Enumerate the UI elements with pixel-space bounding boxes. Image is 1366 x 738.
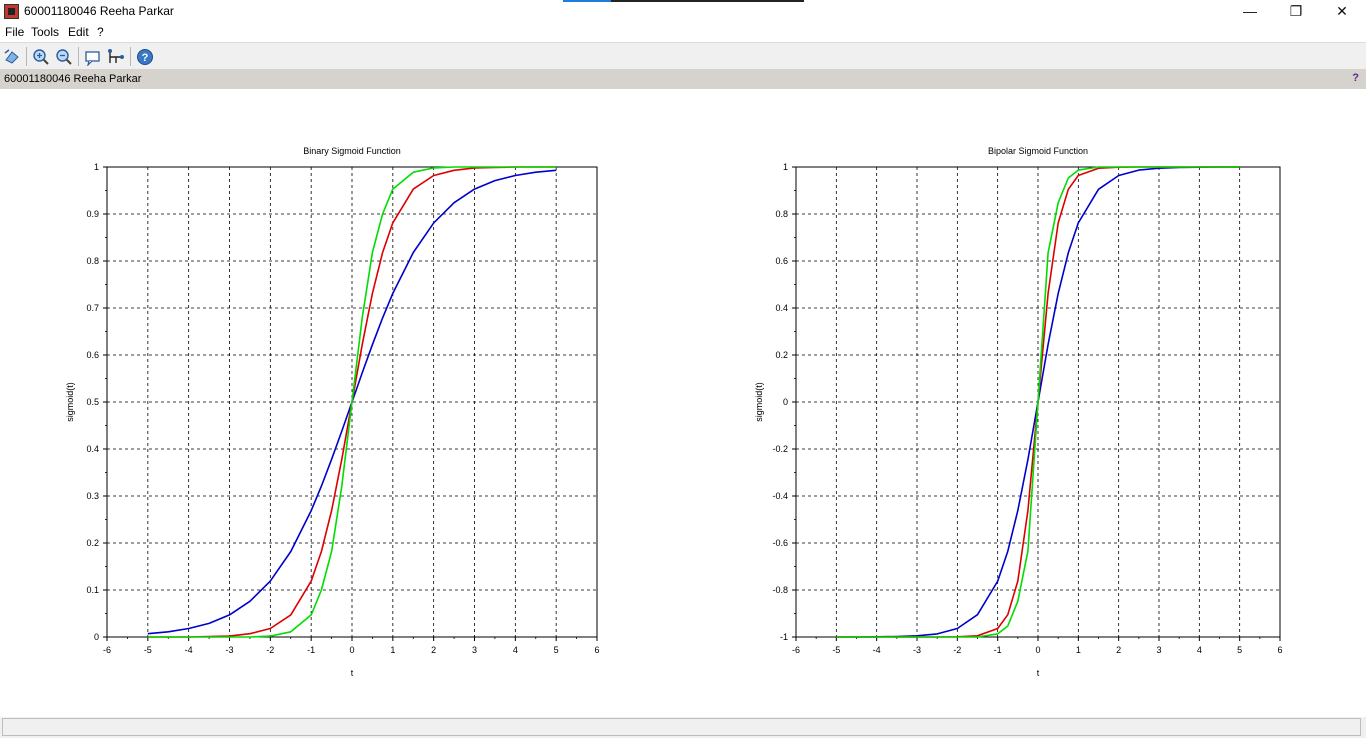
toolbar-separator	[78, 47, 79, 66]
toolbar-separator	[130, 47, 131, 66]
y-axis-label: sigmoid(t)	[65, 382, 75, 422]
menu-edit[interactable]: Edit	[68, 25, 89, 39]
chart-0: -6 -5 -4 -3 -2 -1 0 1 2 3 4 5 6 0 0.1 0.2 0.3 0.4 0.5 0.6 0.…	[65, 146, 600, 678]
restore-icon: ❐	[1289, 2, 1303, 19]
scilab-app-icon	[4, 4, 19, 19]
y-tick-label: 0.4	[775, 303, 788, 313]
x-tick-label: 4	[1197, 645, 1202, 655]
y-tick-label: -1	[780, 632, 788, 642]
x-tick-label: -6	[792, 645, 800, 655]
x-tick-label: 3	[472, 645, 477, 655]
y-tick-label: -0.2	[772, 444, 788, 454]
datatip-icon[interactable]	[83, 47, 103, 66]
x-axis-label: t	[1037, 668, 1040, 678]
zoom-in-icon[interactable]	[31, 47, 51, 66]
x-tick-label: 0	[1035, 645, 1040, 655]
maximize-button[interactable]: ❐	[1273, 0, 1319, 22]
y-tick-label: 0.9	[86, 209, 99, 219]
x-tick-label: 5	[554, 645, 559, 655]
x-tick-label: 5	[1237, 645, 1242, 655]
x-tick-label: -3	[225, 645, 233, 655]
chart-title: Binary Sigmoid Function	[303, 146, 401, 156]
status-field	[2, 718, 1361, 736]
x-tick-label: 2	[431, 645, 436, 655]
y-tick-label: -0.4	[772, 491, 788, 501]
menu-file[interactable]: File	[5, 25, 25, 39]
svg-text:?: ?	[142, 52, 149, 64]
x-axis-label: t	[351, 668, 354, 678]
edit-axes-icon[interactable]	[106, 47, 126, 66]
y-tick-label: 0.3	[86, 491, 99, 501]
rotate-icon[interactable]	[2, 47, 22, 66]
x-tick-label: -4	[873, 645, 881, 655]
x-tick-label: 6	[1277, 645, 1282, 655]
x-tick-label: -3	[913, 645, 921, 655]
x-tick-label: 2	[1116, 645, 1121, 655]
y-tick-label: 1	[783, 162, 788, 172]
y-tick-label: 0.7	[86, 303, 99, 313]
help-icon[interactable]: ?	[135, 47, 155, 66]
close-icon: ✕	[1336, 2, 1348, 19]
series-line-2	[836, 166, 1240, 638]
y-tick-label: 0.5	[86, 397, 99, 407]
x-tick-label: 4	[513, 645, 518, 655]
x-tick-label: -1	[994, 645, 1002, 655]
status-bar	[0, 717, 1366, 738]
menu-tools[interactable]: Tools	[31, 25, 60, 39]
x-tick-label: 0	[349, 645, 354, 655]
x-tick-label: -1	[307, 645, 315, 655]
x-tick-label: -2	[266, 645, 274, 655]
window-title: 60001180046 Reeha Parkar	[24, 4, 174, 18]
series-line-2	[147, 166, 557, 638]
zoom-out-icon[interactable]	[54, 47, 74, 66]
x-tick-label: 6	[594, 645, 599, 655]
y-tick-label: 0.2	[775, 350, 788, 360]
y-tick-label: 0	[94, 632, 99, 642]
info-help-icon[interactable]: ?	[1352, 72, 1359, 84]
y-tick-label: 0	[783, 397, 788, 407]
y-tick-label: -0.6	[772, 538, 788, 548]
toolbar: ?	[0, 42, 1366, 70]
toolbar-separator	[26, 47, 27, 66]
x-tick-label: 1	[390, 645, 395, 655]
chart-title: Bipolar Sigmoid Function	[988, 146, 1088, 156]
y-tick-label: 0.8	[86, 256, 99, 266]
minimize-button[interactable]: —	[1227, 0, 1273, 22]
x-tick-label: -6	[103, 645, 111, 655]
close-button[interactable]: ✕	[1319, 0, 1365, 22]
title-bar[interactable]: 60001180046 Reeha Parkar — ❐ ✕	[0, 0, 1366, 23]
x-tick-label: 1	[1076, 645, 1081, 655]
y-tick-label: 0.2	[86, 538, 99, 548]
y-tick-label: -0.8	[772, 585, 788, 595]
menu-bar: File Tools Edit ?	[0, 23, 1366, 42]
x-tick-label: -5	[832, 645, 840, 655]
title-accent-bar	[563, 0, 804, 2]
y-tick-label: 0.4	[86, 444, 99, 454]
x-tick-label: -2	[953, 645, 961, 655]
figure-info-bar: 60001180046 Reeha Parkar ?	[0, 69, 1366, 89]
figure-canvas[interactable]: -6 -5 -4 -3 -2 -1 0 1 2 3 4 5 6 0 0.1 0.2 0.3 0.4 0.5 0.6 0.…	[0, 89, 1366, 717]
x-tick-label: -5	[144, 645, 152, 655]
menu-help[interactable]: ?	[97, 25, 104, 39]
chart-svg: -6 -5 -4 -3 -2 -1 0 1 2 3 4 5 6 0 0.1 0.2 0.3 0.4 0.5 0.6 0.…	[65, 146, 1283, 678]
minimize-icon: —	[1243, 3, 1257, 19]
y-tick-label: 0.6	[775, 256, 788, 266]
y-tick-label: 1	[94, 162, 99, 172]
x-tick-label: -4	[185, 645, 193, 655]
figure-info-label: 60001180046 Reeha Parkar	[4, 73, 142, 85]
y-axis-label: sigmoid(t)	[754, 382, 764, 422]
chart-1: -6 -5 -4 -3 -2 -1 0 1 2 3 4 5 6 -1 -0.8 -0.6 -0.4 -0.2 0 0.…	[754, 146, 1283, 678]
y-tick-label: 0.6	[86, 350, 99, 360]
x-tick-label: 3	[1156, 645, 1161, 655]
y-tick-label: 0.8	[775, 209, 788, 219]
y-tick-label: 0.1	[86, 585, 99, 595]
